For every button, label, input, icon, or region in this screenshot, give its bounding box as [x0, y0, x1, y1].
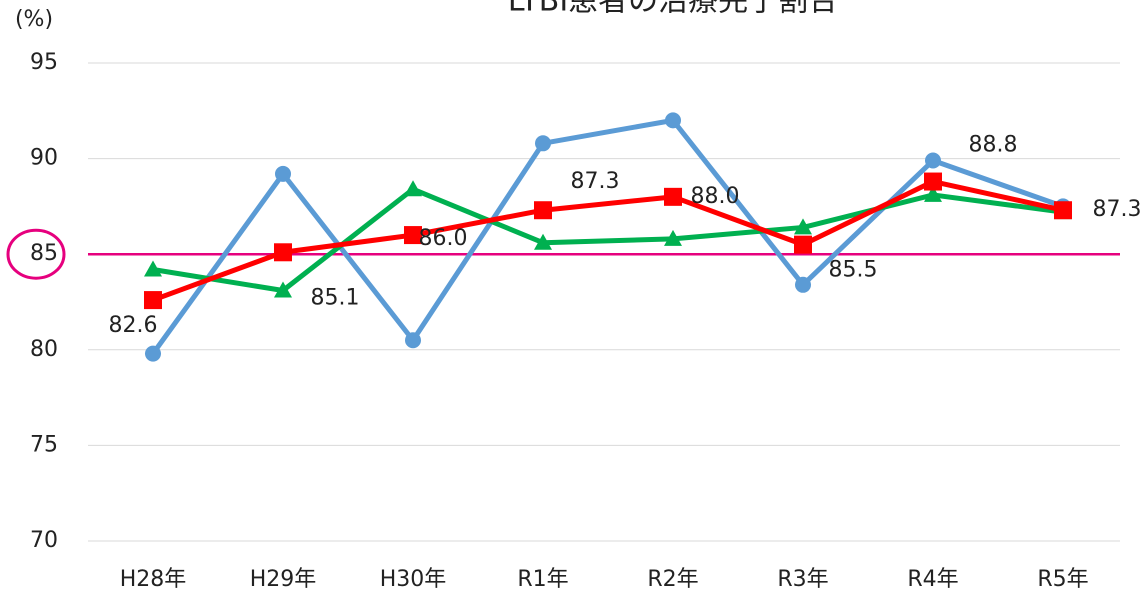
point: [665, 112, 681, 129]
data-label: 88.8: [969, 133, 1018, 158]
chart-title: LTBI患者の治療完了割合: [508, 0, 838, 19]
y-tick-label: 70: [30, 528, 58, 553]
y-tick-label: 80: [30, 337, 58, 362]
point: [274, 281, 292, 298]
point: [1054, 201, 1072, 220]
point: [404, 226, 422, 245]
point: [404, 180, 422, 197]
series-line: [152, 186, 1064, 294]
series-line: [150, 117, 1064, 356]
x-tick-label: R3年: [777, 567, 828, 592]
point: [794, 235, 812, 254]
point: [664, 187, 682, 206]
data-label: 88.0: [691, 184, 740, 209]
data-label: 82.6: [109, 313, 158, 338]
point: [144, 260, 162, 277]
point: [925, 152, 941, 169]
data-label: 85.1: [311, 285, 360, 310]
data-label: 87.3: [1093, 197, 1142, 222]
point: [664, 229, 682, 246]
y-tick-label: 75: [30, 432, 58, 457]
x-tick-label: R4年: [907, 567, 958, 592]
series-line: [152, 179, 1064, 303]
point: [794, 218, 812, 235]
point: [924, 185, 942, 202]
x-tick-label: H28年: [120, 567, 187, 592]
point: [144, 291, 162, 310]
tick-highlight: [6, 228, 66, 280]
x-tick-label: R2年: [647, 567, 698, 592]
point: [274, 243, 292, 262]
x-tick-label: H30年: [380, 567, 447, 592]
x-tick-label: R5年: [1037, 567, 1088, 592]
point: [145, 345, 161, 362]
point: [534, 233, 552, 250]
point: [795, 276, 811, 293]
y-tick-label: 90: [30, 146, 58, 171]
y-tick-label: 85: [30, 241, 58, 266]
point: [535, 135, 551, 152]
y-tick-label: 95: [30, 50, 58, 75]
data-label: 86.0: [419, 226, 468, 251]
point: [534, 201, 552, 220]
x-tick-label: H29年: [250, 567, 317, 592]
data-label: 87.3: [571, 169, 620, 194]
point: [405, 332, 421, 349]
point: [275, 165, 291, 182]
x-tick-label: R1年: [517, 567, 568, 592]
point: [924, 172, 942, 191]
data-label: 85.5: [829, 258, 878, 283]
y-axis-label: (%): [15, 7, 53, 32]
